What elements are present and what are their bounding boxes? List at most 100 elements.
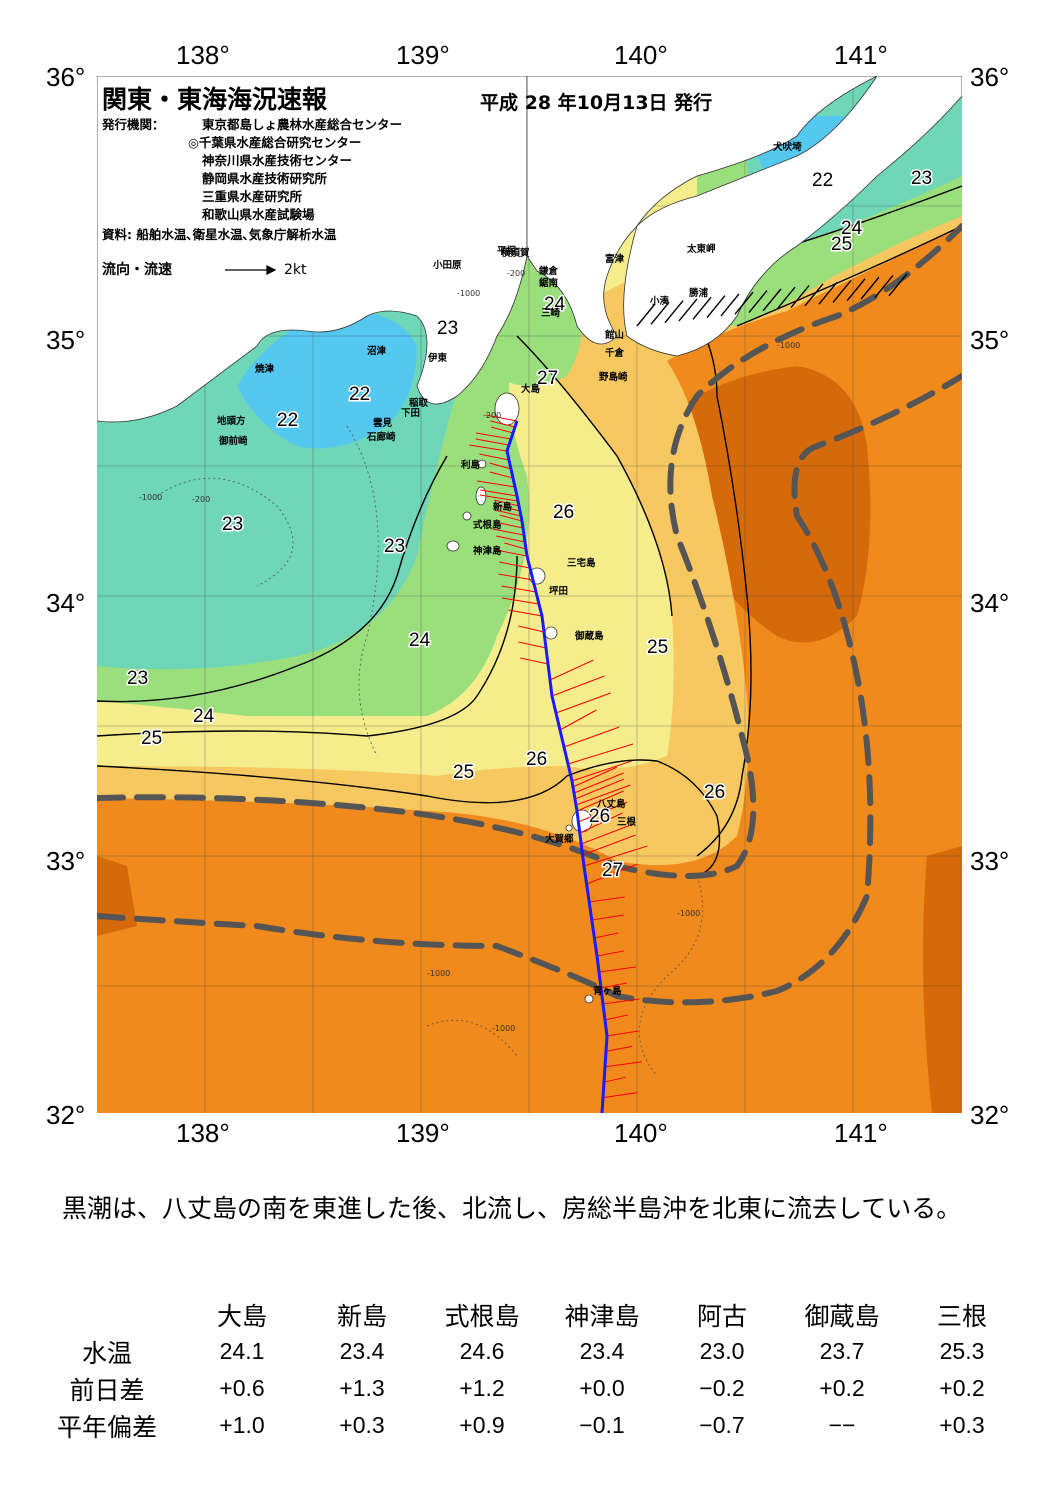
place-niijima: 新島 xyxy=(493,501,513,513)
depth-label: -1000 xyxy=(139,493,162,502)
isotherm-label: 25 xyxy=(647,637,668,658)
depth-label: -1000 xyxy=(457,289,480,298)
row-normal-anomaly: 平年偏差 +1.0 +0.3 +0.9 −0.1 −0.7 −− +0.3 xyxy=(32,1407,1022,1444)
lat-label-33-right: 33° xyxy=(970,846,1009,877)
isotherm-label: 22 xyxy=(277,410,298,431)
legend-scale: 2kt xyxy=(284,262,307,279)
issue-date: 平成 28 年10月13日 発行 xyxy=(480,88,712,115)
cell: −0.1 xyxy=(542,1407,662,1444)
cell: +0.2 xyxy=(782,1370,902,1407)
publisher-5: 三重県水産研究所 xyxy=(202,188,302,205)
cell: 24.1 xyxy=(182,1333,302,1370)
lon-label-141-top: 141° xyxy=(834,40,888,71)
depth-label: -1000 xyxy=(677,909,700,918)
island-shikinejima xyxy=(463,512,471,520)
cell: +1.0 xyxy=(182,1407,302,1444)
cell: +0.2 xyxy=(902,1370,1022,1407)
place-mitsune: 三根 xyxy=(617,816,637,828)
publisher-label: 発行機関： xyxy=(102,116,165,133)
isotherm-label: 23 xyxy=(437,318,458,339)
cell: +0.6 xyxy=(182,1370,302,1407)
legend-label: 流向・流速 xyxy=(102,262,172,279)
place-numazu: 沼津 xyxy=(367,345,387,357)
isotherm-label: 22 xyxy=(349,384,370,405)
depth-label: -1000 xyxy=(427,969,450,978)
place-aogashima: 青ヶ島 xyxy=(593,985,622,997)
place-shikinejima: 式根島 xyxy=(473,519,502,531)
depth-label: -200 xyxy=(192,495,210,504)
place-oshima: 大島 xyxy=(521,383,541,395)
place-omaezaki: 御前崎 xyxy=(218,435,248,447)
lon-label-140-top: 140° xyxy=(614,40,668,71)
isotherm-label: 26 xyxy=(526,749,547,770)
row-day-diff: 前日差 +0.6 +1.3 +1.2 +0.0 −0.2 +0.2 +0.2 xyxy=(32,1370,1022,1407)
publisher-1: 東京都島しょ農林水産総合センター xyxy=(202,116,402,133)
publisher-4: 静岡県水産技術研究所 xyxy=(202,170,327,187)
row-water-temp: 水温 24.1 23.4 24.6 23.4 23.0 23.7 25.3 xyxy=(32,1333,1022,1370)
place-okago: 大賀郷 xyxy=(545,833,574,845)
place-kozushima: 神津島 xyxy=(473,545,502,557)
isotherm-label: 25 xyxy=(831,234,852,255)
col-oshima: 大島 xyxy=(182,1296,302,1333)
place-hiratsuka: 平塚 xyxy=(497,245,517,257)
cell: +0.3 xyxy=(902,1407,1022,1444)
place-miyakejima: 三宅島 xyxy=(567,557,596,569)
publisher-2: ◎千葉県水産総合研究センター xyxy=(188,134,361,151)
cell: +0.3 xyxy=(302,1407,422,1444)
lon-label-141-bottom: 141° xyxy=(834,1118,888,1149)
hot-water-patch-southeast xyxy=(923,846,962,1113)
place-mikurajima: 御蔵島 xyxy=(574,630,604,642)
island-kozushima xyxy=(447,541,459,551)
isotherm-label: 25 xyxy=(141,728,162,749)
place-irozaki: 石廊崎 xyxy=(366,431,396,443)
place-futtsu: 富津 xyxy=(605,253,625,265)
place-kamakura: 鎌倉 xyxy=(538,265,559,277)
isotherm-label: 27 xyxy=(537,368,558,389)
lon-label-139-bottom: 139° xyxy=(396,1118,450,1149)
place-toshima: 利島 xyxy=(460,459,481,471)
place-tsubota: 坪田 xyxy=(549,585,568,597)
cell: 25.3 xyxy=(902,1333,1022,1370)
lon-label-139-top: 139° xyxy=(396,40,450,71)
row-label: 前日差 xyxy=(32,1370,182,1407)
publisher-6: 和歌山県水産試験場 xyxy=(202,206,315,223)
isotherm-label: 27 xyxy=(602,860,623,881)
lat-label-32-right: 32° xyxy=(970,1100,1009,1131)
cell: +0.9 xyxy=(422,1407,542,1444)
lat-label-32-left: 32° xyxy=(46,1100,85,1131)
lon-label-138-bottom: 138° xyxy=(176,1118,230,1149)
depth-label: -1000 xyxy=(777,341,800,350)
cell: 23.4 xyxy=(542,1333,662,1370)
map-title: 関東・東海海況速報 xyxy=(102,80,327,116)
lat-label-33-left: 33° xyxy=(46,846,85,877)
isotherm-label: 23 xyxy=(127,668,148,689)
place-jitogata: 地頭方 xyxy=(217,415,246,427)
island-mikurajima xyxy=(545,627,557,639)
depth-label: -1000 xyxy=(492,1024,515,1033)
place-inubosaki: 犬吠埼 xyxy=(772,141,802,153)
lat-label-34-right: 34° xyxy=(970,588,1009,619)
cell: 24.6 xyxy=(422,1333,542,1370)
stats-corner xyxy=(32,1296,182,1333)
isotherm-label: 23 xyxy=(911,168,932,189)
cell: 23.0 xyxy=(662,1333,782,1370)
isotherm-label: 22 xyxy=(812,170,833,191)
row-label: 水温 xyxy=(32,1333,182,1370)
station-stats-table: 大島 新島 式根島 神津島 阿古 御蔵島 三根 水温 24.1 23.4 24.… xyxy=(32,1296,1022,1444)
lat-label-35-left: 35° xyxy=(46,325,85,356)
lat-label-36-left: 36° xyxy=(46,62,85,93)
place-kumomi: 雲見 xyxy=(373,417,393,429)
lat-label-34-left: 34° xyxy=(46,588,85,619)
isotherm-label: 23 xyxy=(222,514,243,535)
col-mitsune: 三根 xyxy=(902,1296,1022,1333)
col-ako: 阿古 xyxy=(662,1296,782,1333)
cell: −0.7 xyxy=(662,1407,782,1444)
stats-header-row: 大島 新島 式根島 神津島 阿古 御蔵島 三根 xyxy=(32,1296,1022,1333)
place-odawara: 小田原 xyxy=(432,259,462,271)
place-nojimazaki: 野島崎 xyxy=(599,371,628,383)
place-katsuura: 勝浦 xyxy=(689,287,709,299)
place-tateyama: 館山 xyxy=(604,329,624,341)
isotherm-label: 25 xyxy=(453,762,474,783)
data-sources: 資料: 船舶水温､衛星水温､気象庁解析水温 xyxy=(102,226,336,243)
cell: −− xyxy=(782,1407,902,1444)
